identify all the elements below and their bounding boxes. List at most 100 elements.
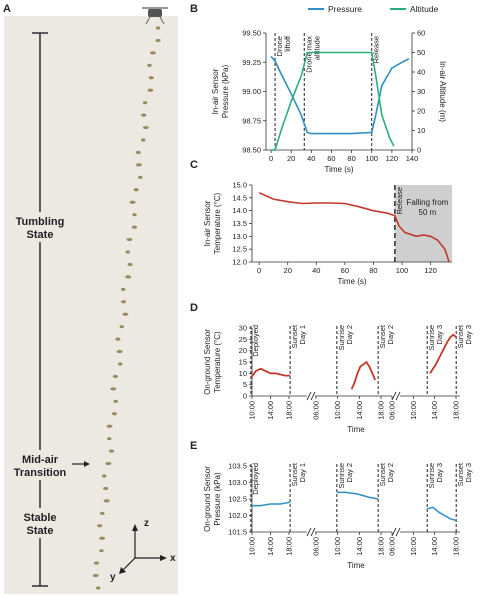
x-tick-label: 40	[307, 154, 315, 163]
event-label: Sunrise	[337, 463, 346, 488]
y-tick-label: 14.5	[232, 193, 247, 202]
transition-label: Mid-air Transition	[6, 450, 72, 480]
y-axis-label: Temperature (°C)	[213, 192, 222, 254]
y2-tick-label: 50	[417, 48, 425, 57]
seed-mark	[133, 188, 139, 192]
svg-text:Mid-air: Mid-air	[22, 454, 59, 466]
x-tick-label: 10:00	[248, 401, 257, 420]
y-axis-label: In-air Sensor	[211, 68, 220, 114]
seed-mark	[107, 437, 112, 441]
y-tick-label: 12.5	[232, 245, 247, 254]
y2-tick-label: 0	[417, 146, 421, 155]
seed-mark	[105, 461, 112, 466]
series-line-segment-1	[336, 491, 379, 500]
y2-tick-label: 30	[417, 87, 425, 96]
seed-mark	[110, 387, 117, 391]
y-tick-label: 12.0	[232, 258, 247, 267]
event-label: liftoff	[283, 35, 292, 52]
seed-mark	[127, 262, 133, 267]
svg-text:x: x	[170, 553, 176, 564]
x-tick-label: 40	[312, 266, 320, 275]
x-tick-label: 18:00	[377, 401, 386, 420]
x-tick-label: 120	[386, 154, 399, 163]
chart-d: D 0 5 10 15 20 25 30 On-ground Sensor Temperature…	[190, 302, 473, 434]
axis-break-icon	[306, 527, 312, 537]
drone-icon	[142, 7, 168, 25]
legend-entry: Altitude	[410, 4, 439, 14]
y-tick-label: 20	[239, 346, 247, 355]
event-label: Day 2	[386, 325, 395, 345]
seed-mark	[126, 237, 133, 242]
x-tick-label: 06:00	[388, 537, 397, 556]
y-tick-label: 0	[243, 392, 247, 401]
event-label: Day 3	[435, 463, 444, 483]
seed-mark	[141, 113, 147, 117]
x-tick-label: 14:00	[355, 401, 364, 420]
seed-mark	[111, 412, 118, 416]
x-tick-label: 0	[269, 154, 273, 163]
seed-mark	[115, 337, 121, 341]
x-tick-label: 100	[396, 266, 409, 275]
y-tick-label: 103.5	[228, 462, 247, 471]
seed-mark	[97, 524, 103, 528]
x-axis-label: Time	[347, 561, 365, 570]
chart-c-letter: C	[190, 159, 198, 171]
seed-mark	[113, 399, 118, 403]
y-tick-label: 101.5	[228, 528, 247, 537]
seed-mark	[119, 325, 124, 329]
y-tick-label: 99.50	[242, 29, 261, 38]
seed-mark	[108, 449, 115, 453]
x-tick-label: 14:00	[430, 537, 439, 556]
svg-text:y: y	[110, 572, 116, 583]
chart-e: E 103.5 103.0 102.5 102.0 101.5 On-ground Sens…	[190, 440, 473, 570]
seed-mark	[135, 163, 142, 167]
seed-mark	[138, 175, 143, 179]
seed-mark	[129, 200, 136, 204]
x-tick-label: 18:00	[285, 537, 294, 556]
event-label: Deployed	[251, 463, 260, 495]
y-tick-label: 13.5	[232, 219, 247, 228]
seed-mark	[116, 349, 123, 354]
x-tick-label: 60	[341, 266, 349, 275]
x-tick-label: 14:00	[266, 401, 275, 420]
chart-D-letter: D	[190, 302, 198, 314]
seed-mark	[99, 549, 104, 553]
series-line-altitude	[271, 51, 395, 151]
x-tick-label: 100	[365, 154, 378, 163]
seed-mark	[96, 586, 101, 590]
series-line-segment-1	[350, 360, 377, 390]
x-tick-label: 80	[347, 154, 355, 163]
event-label: Sunrise	[427, 325, 436, 350]
x-tick-label: 06:00	[312, 401, 321, 420]
y-tick-label: 14.0	[232, 206, 247, 215]
seed-mark	[142, 101, 148, 105]
x-axis-label: Time	[347, 425, 365, 434]
seed-mark	[102, 474, 107, 478]
axis-break-icon	[391, 391, 397, 401]
y-axis-label: On-ground Sensor	[203, 466, 212, 532]
x-tick-label: 20	[284, 266, 292, 275]
seed-mark	[106, 424, 113, 428]
x-tick-label: 18:00	[452, 401, 461, 420]
y-tick-label: 103.0	[228, 478, 247, 487]
event-label: Drone max	[304, 36, 313, 73]
x-tick-label: 18:00	[452, 537, 461, 556]
y-tick-label: 15.0	[232, 181, 247, 190]
axis-break-icon	[391, 527, 397, 537]
y-axis-label: Temperature (°C)	[213, 331, 222, 393]
shade-label: Falling from	[407, 198, 449, 207]
y-tick-label: 99.00	[242, 87, 261, 96]
series-line-segment-2	[427, 506, 457, 522]
seed-mark	[141, 138, 146, 142]
event-label: Day 1	[298, 325, 307, 345]
event-label: Day 3	[464, 463, 473, 483]
x-tick-label: 06:00	[388, 401, 397, 420]
y-tick-label: 98.50	[242, 146, 261, 155]
series-line-segment-2	[429, 333, 457, 374]
event-label: Sunrise	[427, 463, 436, 488]
svg-text:State: State	[27, 229, 54, 241]
x-tick-label: 18:00	[285, 401, 294, 420]
y-tick-label: 30	[239, 324, 247, 333]
